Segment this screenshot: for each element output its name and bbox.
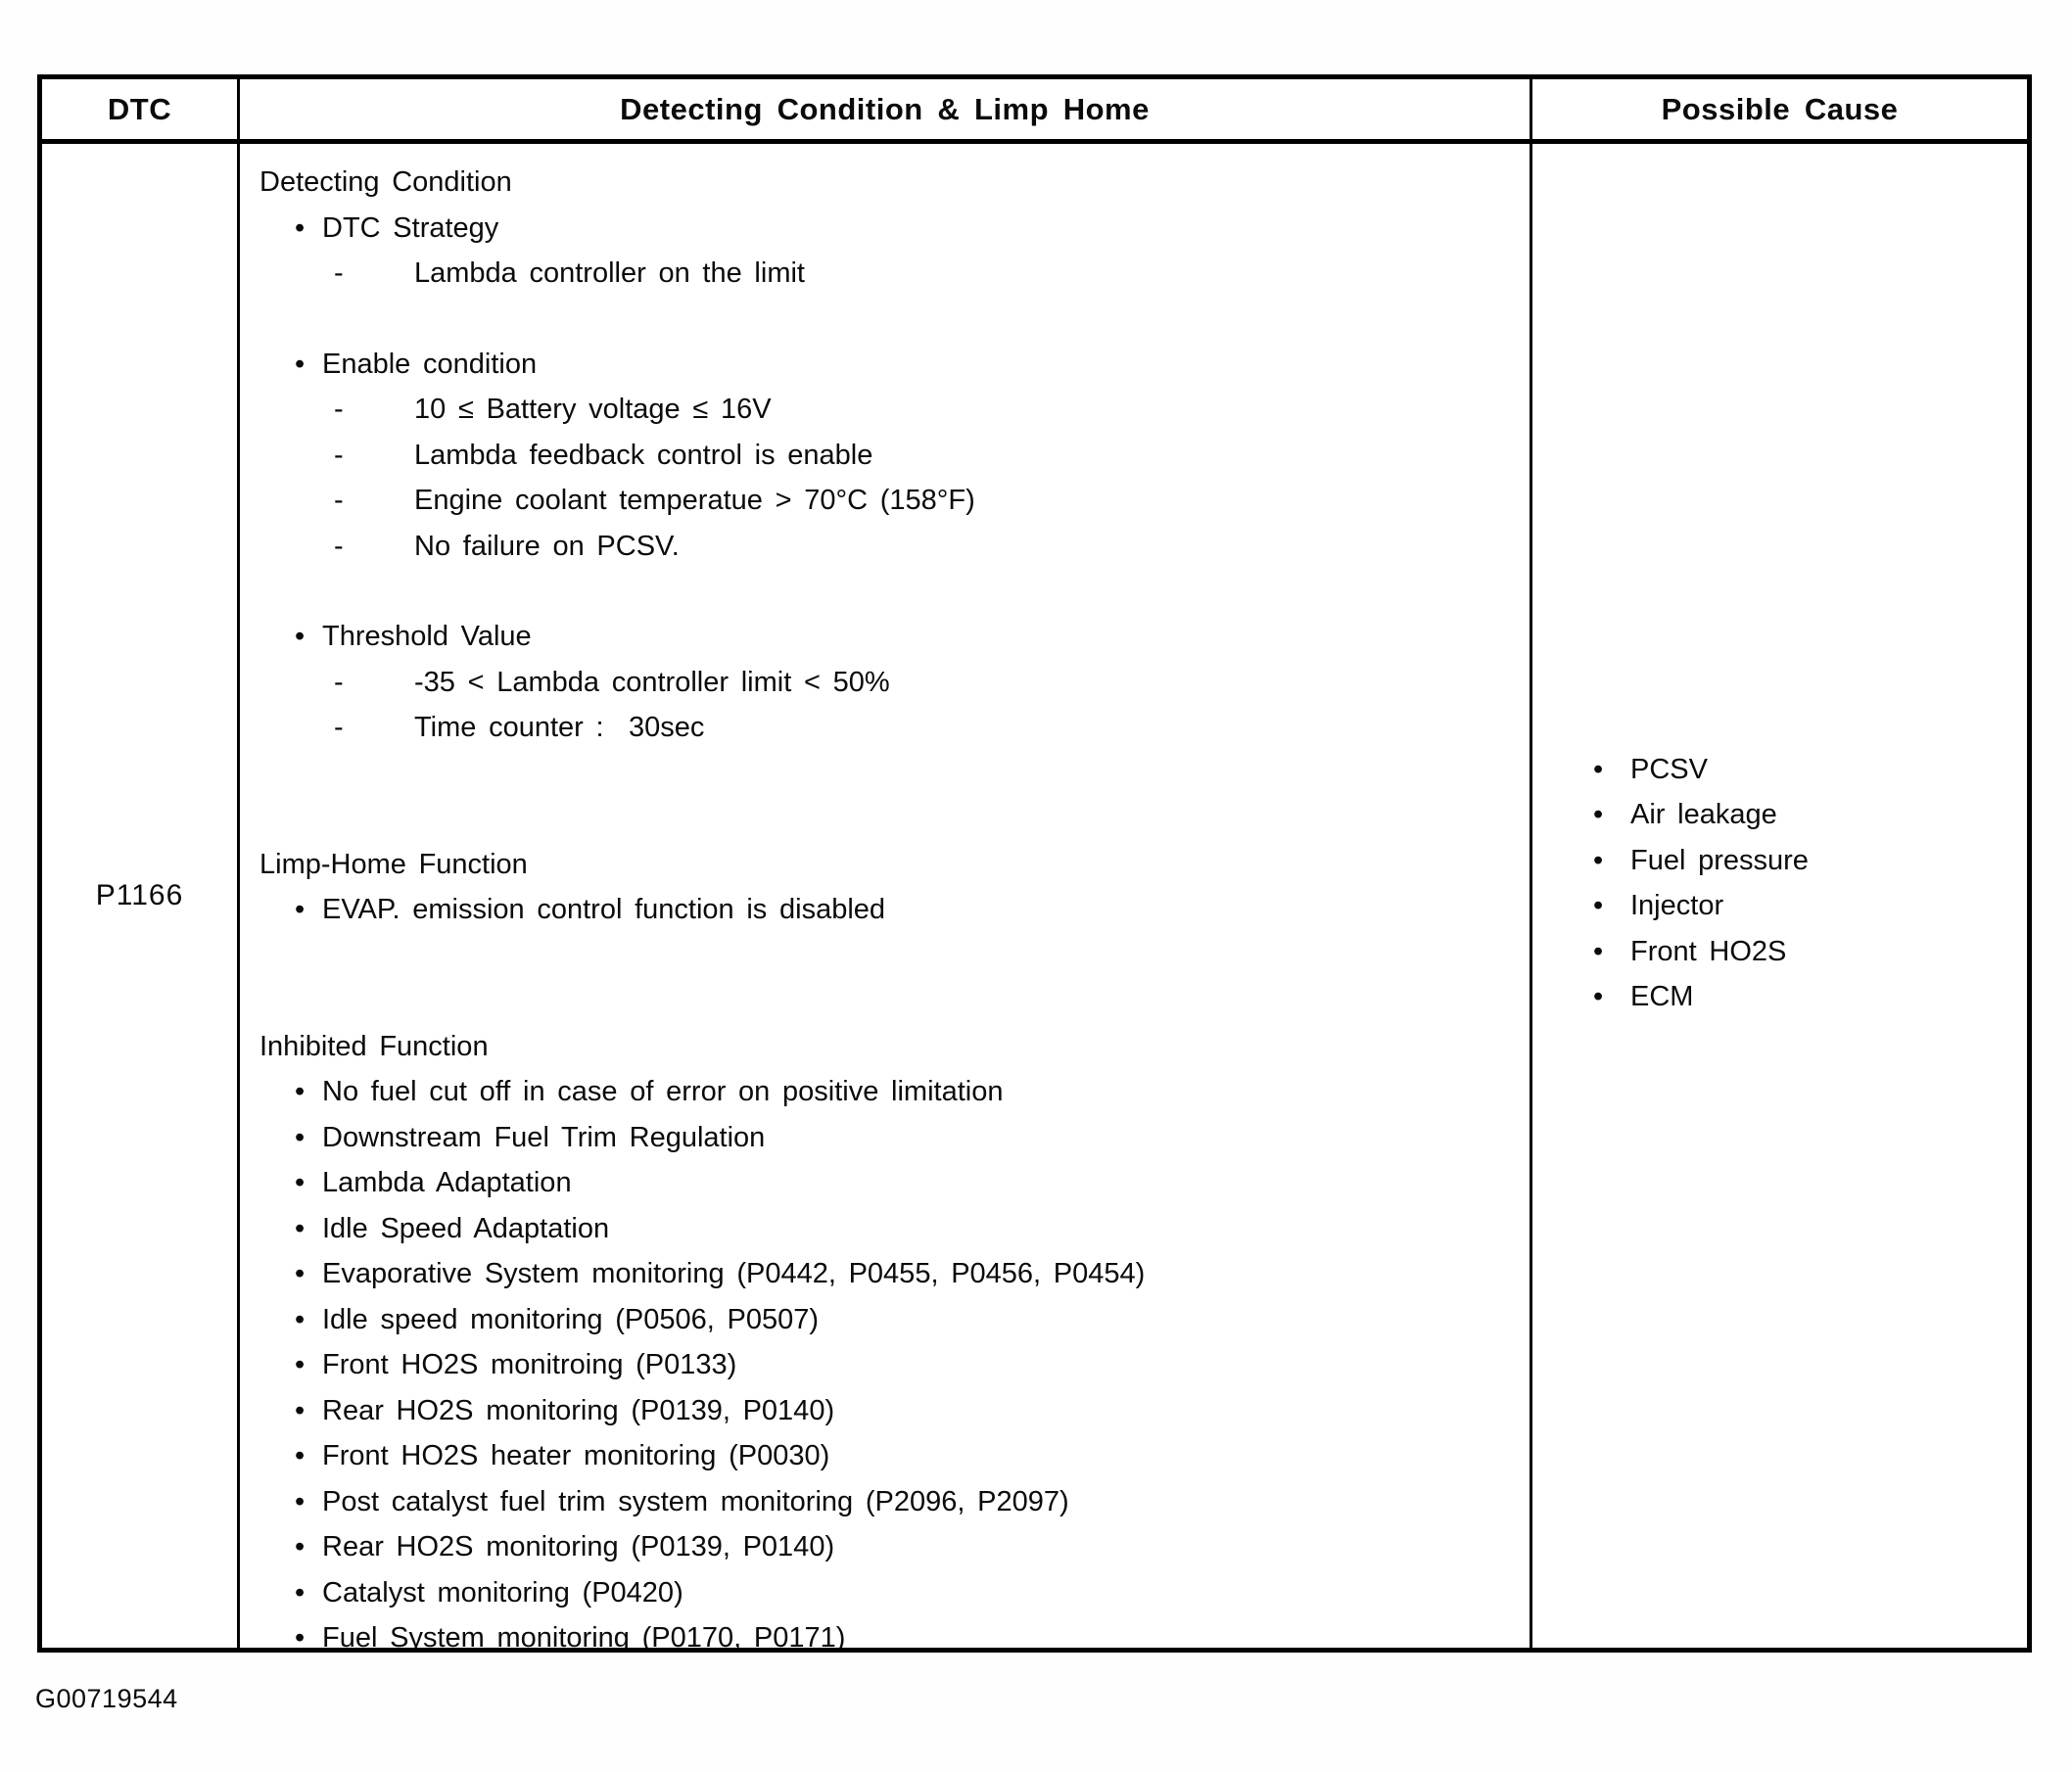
table-row: P1166 Detecting Condition • DTC Strategy… — [42, 144, 2027, 1648]
bullet-marker: • — [1593, 799, 1604, 830]
bullet-marker: • — [295, 1121, 306, 1153]
list-subitem: - Time counter : 30sec — [259, 705, 1518, 751]
cause-item: • Front HO2S — [1552, 929, 2017, 975]
list-item: • Fuel System monitoring (P0170, P0171) — [259, 1615, 1518, 1648]
list-subitem: - Engine coolant temperatue > 70°C (158°… — [259, 478, 1518, 524]
list-item: • Post catalyst fuel trim system monitor… — [259, 1479, 1518, 1525]
bullet-marker: • — [1593, 935, 1604, 967]
dash-marker: - — [334, 257, 344, 289]
bullet-marker: • — [295, 1394, 306, 1426]
bullet-marker: • — [1593, 753, 1604, 785]
cause-item: • Fuel pressure — [1552, 838, 2017, 884]
list-item: • Evaporative System monitoring (P0442, … — [259, 1251, 1518, 1297]
spacer — [259, 933, 1518, 1024]
list-item: • Front HO2S monitroing (P0133) — [259, 1342, 1518, 1388]
bullet-marker: • — [295, 1440, 306, 1471]
cause-item: • ECM — [1552, 974, 2017, 1020]
bullet-marker: • — [295, 1212, 306, 1244]
bullet-marker: • — [1593, 981, 1604, 1012]
inhibited-function-title: Inhibited Function — [259, 1030, 489, 1062]
cause-item: • PCSV — [1552, 747, 2017, 793]
dash-marker: - — [334, 394, 344, 425]
list-item-dtc-strategy: • DTC Strategy — [259, 206, 1518, 252]
list-item: • Rear HO2S monitoring (P0139, P0140) — [259, 1524, 1518, 1570]
dash-marker: - — [334, 712, 344, 743]
list-subitem: - Lambda controller on the limit — [259, 251, 1518, 297]
limp-home-title: Limp-Home Function — [259, 848, 528, 880]
list-item: • Rear HO2S monitoring (P0139, P0140) — [259, 1388, 1518, 1434]
bullet-marker: • — [295, 1485, 306, 1517]
header-cell-condition: Detecting Condition & Limp Home — [237, 79, 1530, 139]
list-subitem: - Lambda feedback control is enable — [259, 433, 1518, 479]
spacer — [259, 297, 1518, 342]
list-item: • Idle speed monitoring (P0506, P0507) — [259, 1297, 1518, 1343]
bullet-marker: • — [295, 211, 306, 244]
bullet-marker: • — [295, 1167, 306, 1198]
dash-marker: - — [334, 666, 344, 698]
table-header-row: DTC Detecting Condition & Limp Home Poss… — [42, 79, 2027, 144]
dtc-code: P1166 — [95, 879, 184, 911]
list-subitem: - 10 ≤ Battery voltage ≤ 16V — [259, 387, 1518, 433]
bullet-marker: • — [295, 1076, 306, 1107]
bullet-marker: • — [1593, 844, 1604, 876]
bullet-marker: • — [295, 1303, 306, 1335]
bullet-marker: • — [295, 1531, 306, 1562]
cause-item: • Air leakage — [1552, 792, 2017, 838]
dtc-table: DTC Detecting Condition & Limp Home Poss… — [37, 74, 2032, 1653]
dtc-code-cell: P1166 — [42, 144, 237, 1648]
figure-id-label: G00719544 — [35, 1684, 178, 1713]
spacer — [259, 569, 1518, 614]
bullet-marker: • — [295, 348, 306, 380]
list-subitem: - -35 < Lambda controller limit < 50% — [259, 660, 1518, 706]
bullet-marker: • — [295, 1258, 306, 1289]
list-item: • Catalyst monitoring (P0420) — [259, 1570, 1518, 1616]
bullet-marker: • — [295, 1622, 306, 1648]
bullet-marker: • — [1593, 890, 1604, 921]
bullet-marker: • — [295, 1576, 306, 1609]
bullet-marker: • — [295, 1349, 306, 1380]
bullet-marker: • — [295, 894, 306, 925]
list-item-threshold-value: • Threshold Value — [259, 614, 1518, 660]
possible-cause-cell: • PCSV • Air leakage • Fuel pressure • I… — [1530, 144, 2027, 1648]
list-item: • Idle Speed Adaptation — [259, 1206, 1518, 1252]
bullet-marker: • — [295, 621, 306, 652]
header-label-dtc: DTC — [107, 91, 172, 126]
dash-marker: - — [334, 485, 344, 516]
header-label-possible-cause: Possible Cause — [1661, 91, 1899, 126]
dash-marker: - — [334, 530, 344, 562]
list-item-enable-condition: • Enable condition — [259, 342, 1518, 388]
cause-item: • Injector — [1552, 883, 2017, 929]
condition-cell: Detecting Condition • DTC Strategy - Lam… — [237, 144, 1530, 1648]
list-item: • Front HO2S heater monitoring (P0030) — [259, 1433, 1518, 1479]
list-item: • EVAP. emission control function is dis… — [259, 887, 1518, 933]
dash-marker: - — [334, 439, 344, 471]
list-item: • Downstream Fuel Trim Regulation — [259, 1115, 1518, 1161]
list-item: • Lambda Adaptation — [259, 1160, 1518, 1206]
list-item: • No fuel cut off in case of error on po… — [259, 1069, 1518, 1115]
header-cell-possible-cause: Possible Cause — [1530, 79, 2027, 139]
header-label-condition: Detecting Condition & Limp Home — [620, 91, 1150, 126]
detecting-condition-title: Detecting Condition — [259, 166, 512, 198]
list-subitem: - No failure on PCSV. — [259, 524, 1518, 570]
header-cell-dtc: DTC — [42, 79, 237, 139]
spacer — [259, 751, 1518, 842]
